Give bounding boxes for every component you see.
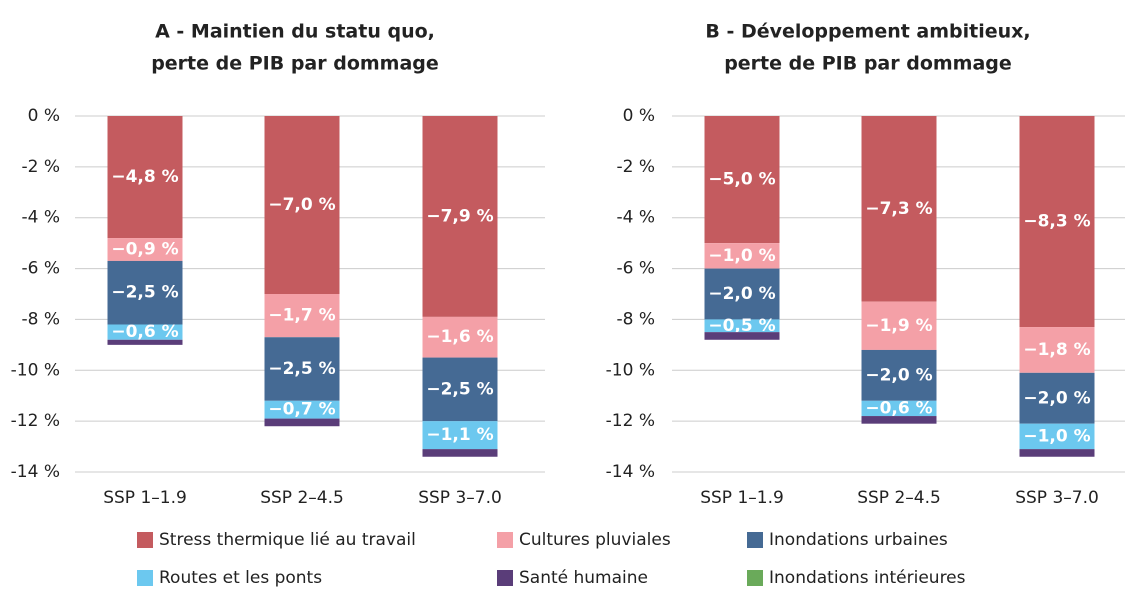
data-label: −7,0 % [268,195,335,215]
data-label: −8,3 % [1023,212,1090,232]
bar-segment [861,301,937,350]
y-tick-label: 0 % [623,106,655,126]
data-label: −5,0 % [708,170,775,190]
legend-label: Inondations intérieures [769,568,966,588]
y-tick-label: -6 % [21,259,60,279]
data-label: −4,8 % [111,167,178,187]
data-label: −7,9 % [426,206,493,226]
data-label: −0,6 % [111,322,178,342]
y-tick-label: -4 % [21,208,60,228]
x-tick-label: SSP 3–7.0 [418,488,502,508]
data-label: −1,7 % [268,306,335,326]
legend-label: Santé humaine [519,568,648,588]
bar-segment [861,400,937,417]
y-tick-label: 0 % [28,106,60,126]
legend-swatch [137,570,153,586]
bar-segment [704,332,780,340]
legend-label: Routes et les ponts [159,568,322,588]
y-tick-label: -8 % [21,309,60,329]
data-label: −0,6 % [865,398,932,418]
y-tick-label: -8 % [616,309,655,329]
chart-title: A - Maintien du statu quo, [155,21,435,43]
bar-segment [264,294,340,338]
data-label: −1,0 % [1023,426,1090,446]
bar-segment [107,260,183,325]
data-label: −1,0 % [708,246,775,266]
bar-segment [422,449,498,457]
y-tick-label: -10 % [606,360,655,380]
data-label: −2,0 % [865,365,932,385]
bar-segment [107,238,183,261]
y-tick-label: -10 % [11,360,60,380]
bar-segment [107,324,183,340]
bar-segment [264,337,340,401]
data-label: −0,7 % [268,400,335,420]
legend-swatch [497,532,513,548]
data-label: −7,3 % [865,199,932,219]
bar-segment [107,116,183,239]
y-tick-label: -14 % [11,462,60,482]
data-label: −2,0 % [1023,388,1090,408]
legend-swatch [747,570,763,586]
bar-segment [264,116,340,294]
bar-segment [1019,372,1095,424]
bar-segment [704,268,780,320]
x-tick-label: SSP 2–4.5 [857,488,941,508]
data-label: −0,9 % [111,240,178,260]
bar-segment [704,243,780,269]
bar-segment [107,339,183,345]
bar-segment [264,418,340,427]
data-label: −2,5 % [426,379,493,399]
bar-segment [1019,116,1095,328]
y-tick-label: -2 % [21,157,60,177]
data-label: −2,0 % [708,284,775,304]
bar-segment [1019,449,1095,457]
bar-segment [861,416,937,424]
legend-label: Stress thermique lié au travail [159,530,416,550]
bar-segment [704,116,780,244]
data-label: −2,5 % [111,283,178,303]
legend-swatch [137,532,153,548]
bar-segment [1019,327,1095,373]
chart-title: B - Développement ambitieux, [705,21,1030,43]
legend-swatch [747,532,763,548]
chart-title: perte de PIB par dommage [724,53,1012,75]
bar-segment [861,349,937,401]
data-label: −1,1 % [426,425,493,445]
bar-segment [422,116,498,317]
data-label: −2,5 % [268,359,335,379]
legend-label: Inondations urbaines [769,530,948,550]
data-label: −1,6 % [426,327,493,347]
bar-segment [1019,423,1095,450]
bar-segment [264,400,340,419]
x-tick-label: SSP 3–7.0 [1015,488,1099,508]
bar-segment [422,421,498,450]
bar-segment [422,316,498,358]
y-tick-label: -4 % [616,208,655,228]
y-tick-label: -2 % [616,157,655,177]
y-tick-label: -12 % [606,411,655,431]
y-tick-label: -6 % [616,259,655,279]
bar-segment [861,116,937,302]
data-label: −1,9 % [865,316,932,336]
y-tick-label: -14 % [606,462,655,482]
x-tick-label: SSP 1–1.9 [103,488,187,508]
legend-label: Cultures pluviales [519,530,671,550]
bar-segment [704,319,780,333]
bar-segment [422,357,498,422]
y-tick-label: -12 % [11,411,60,431]
data-label: −1,8 % [1023,340,1090,360]
legend-swatch [497,570,513,586]
x-tick-label: SSP 2–4.5 [260,488,344,508]
data-label: −0,5 % [708,316,775,336]
x-tick-label: SSP 1–1.9 [700,488,784,508]
chart-title: perte de PIB par dommage [151,53,439,75]
